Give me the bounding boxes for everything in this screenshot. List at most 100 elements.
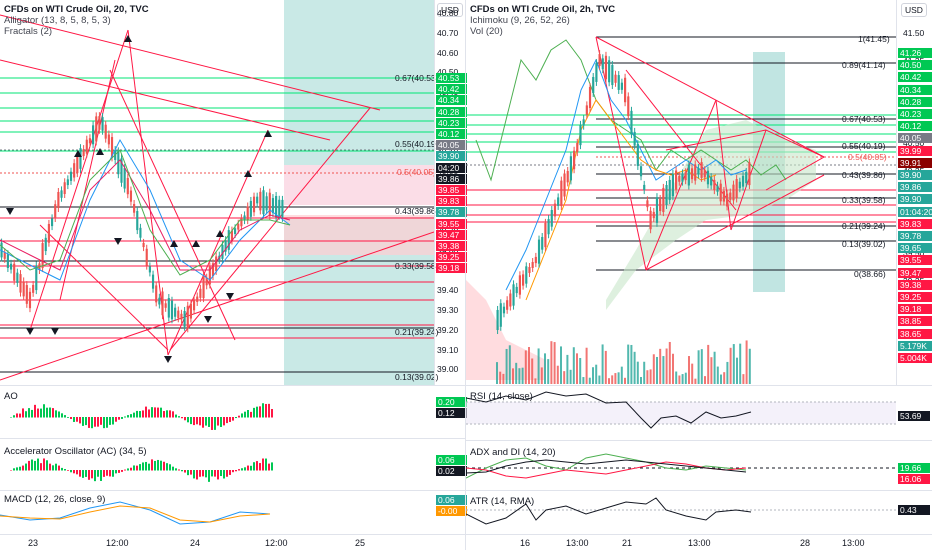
left-chart-legend: CFDs on WTI Crude Oil, 20, TVC Alligator… bbox=[4, 4, 149, 37]
volume-bar bbox=[576, 353, 578, 384]
candle bbox=[221, 244, 224, 259]
volume-bar bbox=[694, 378, 697, 384]
fib-label: 0.33(39.58) bbox=[842, 195, 886, 205]
adx-chart[interactable] bbox=[466, 448, 896, 488]
price-tag: 40.42 bbox=[436, 84, 467, 95]
ac-histogram[interactable] bbox=[0, 448, 434, 488]
ao-histogram[interactable] bbox=[0, 395, 434, 437]
volume-bar bbox=[531, 358, 534, 384]
volume-bar bbox=[560, 346, 562, 384]
volume-bar bbox=[569, 369, 572, 384]
volume-bar bbox=[739, 343, 742, 384]
left-time-axis[interactable]: 23 12:00 24 12:00 25 bbox=[0, 534, 466, 550]
candle bbox=[675, 170, 678, 190]
volume-bar bbox=[547, 359, 550, 384]
volume-bar bbox=[499, 371, 502, 384]
histogram-bar bbox=[52, 465, 54, 471]
left-main-chart[interactable] bbox=[0, 0, 434, 385]
histogram-bar bbox=[271, 462, 273, 471]
volume-bar bbox=[579, 358, 582, 384]
candle bbox=[735, 179, 738, 199]
candle bbox=[566, 170, 569, 183]
histogram-bar bbox=[82, 417, 84, 426]
candle bbox=[678, 175, 681, 182]
histogram-bar bbox=[160, 407, 162, 418]
price-tag: 40.05 bbox=[898, 133, 932, 144]
price-tag: 40.12 bbox=[898, 121, 932, 132]
candle bbox=[601, 58, 604, 70]
histogram-bar bbox=[250, 465, 252, 471]
candle bbox=[262, 190, 265, 215]
volume-bar bbox=[524, 350, 527, 384]
right-time-axis[interactable]: 16 13:00 21 13:00 28 13:00 bbox=[466, 534, 932, 550]
histogram-bar bbox=[46, 407, 48, 418]
candle bbox=[611, 64, 614, 86]
candle bbox=[620, 82, 623, 90]
price-tag: 39.91 bbox=[898, 157, 932, 168]
macd-chart[interactable] bbox=[0, 500, 434, 530]
histogram-bar bbox=[133, 412, 135, 418]
left-price-axis[interactable]: USD 40.8040.7040.6040.5040.4040.3040.204… bbox=[434, 0, 467, 385]
atr-chart[interactable] bbox=[466, 496, 896, 530]
histogram-bar bbox=[241, 468, 243, 471]
volume-bar bbox=[604, 350, 607, 384]
currency-button[interactable]: USD bbox=[901, 3, 927, 17]
histogram-bar bbox=[154, 460, 156, 471]
right-chart-title: CFDs on WTI Crude Oil, 2h, TVC bbox=[470, 4, 616, 15]
price-tag: 39.85 bbox=[436, 185, 467, 195]
histogram-bar bbox=[37, 408, 39, 418]
candle bbox=[515, 286, 518, 294]
histogram-bar bbox=[190, 417, 192, 425]
entry-zone bbox=[284, 165, 434, 205]
volume-bar bbox=[521, 367, 524, 384]
histogram-bar bbox=[169, 464, 171, 471]
candle bbox=[659, 198, 662, 212]
volume-bar bbox=[585, 347, 588, 384]
histogram-bar bbox=[34, 460, 36, 471]
rsi-chart[interactable] bbox=[466, 388, 896, 438]
candle bbox=[579, 124, 582, 146]
histogram-bar bbox=[265, 403, 267, 418]
fib-label: 0.55(40.19) bbox=[842, 141, 886, 151]
candle bbox=[85, 139, 88, 154]
candle bbox=[716, 185, 719, 192]
histogram-bar bbox=[109, 470, 111, 477]
histogram-bar bbox=[115, 470, 117, 474]
candle bbox=[719, 183, 722, 202]
candle bbox=[544, 222, 547, 248]
histogram-bar bbox=[199, 417, 201, 426]
histogram-bar bbox=[106, 417, 108, 428]
left-chart-pane[interactable]: CFDs on WTI Crude Oil, 20, TVC Alligator… bbox=[0, 0, 467, 550]
candle bbox=[547, 219, 550, 235]
right-chart-pane[interactable]: CFDs on WTI Crude Oil, 2h, TVC Ichimoku … bbox=[466, 0, 932, 550]
fib-label: 0.67(40.53) bbox=[395, 73, 439, 83]
candle bbox=[69, 171, 73, 181]
candle bbox=[63, 182, 66, 195]
histogram-bar bbox=[169, 410, 171, 418]
candle bbox=[66, 179, 69, 186]
price-tag: 40.28 bbox=[436, 106, 467, 117]
price-tag: 40.50 bbox=[898, 60, 932, 71]
histogram-bar bbox=[214, 470, 216, 477]
histogram-bar bbox=[115, 417, 117, 422]
right-price-axis[interactable]: USD 41.5041.2541.0040.7540.5040.2540.003… bbox=[896, 0, 932, 385]
currency-button[interactable]: USD bbox=[437, 3, 463, 17]
candle bbox=[639, 166, 643, 177]
volume-bar bbox=[665, 348, 668, 384]
price-tag: 39.99 bbox=[898, 145, 932, 156]
candle bbox=[164, 303, 167, 308]
candle bbox=[710, 177, 713, 186]
histogram-bar bbox=[262, 403, 264, 418]
candle bbox=[186, 305, 189, 329]
histogram-bar bbox=[214, 417, 216, 430]
candle bbox=[518, 275, 521, 295]
candle bbox=[170, 300, 174, 320]
time-label: 23 bbox=[28, 538, 39, 548]
right-main-chart[interactable] bbox=[466, 0, 896, 385]
candle bbox=[148, 266, 151, 273]
histogram-bar bbox=[10, 417, 12, 418]
price-tag: 40.42 bbox=[898, 72, 932, 83]
time-label: 16 bbox=[520, 538, 531, 548]
histogram-bar bbox=[22, 465, 24, 471]
histogram-bar bbox=[13, 415, 15, 418]
